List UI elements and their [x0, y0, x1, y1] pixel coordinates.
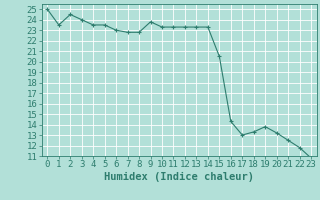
X-axis label: Humidex (Indice chaleur): Humidex (Indice chaleur) [104, 172, 254, 182]
